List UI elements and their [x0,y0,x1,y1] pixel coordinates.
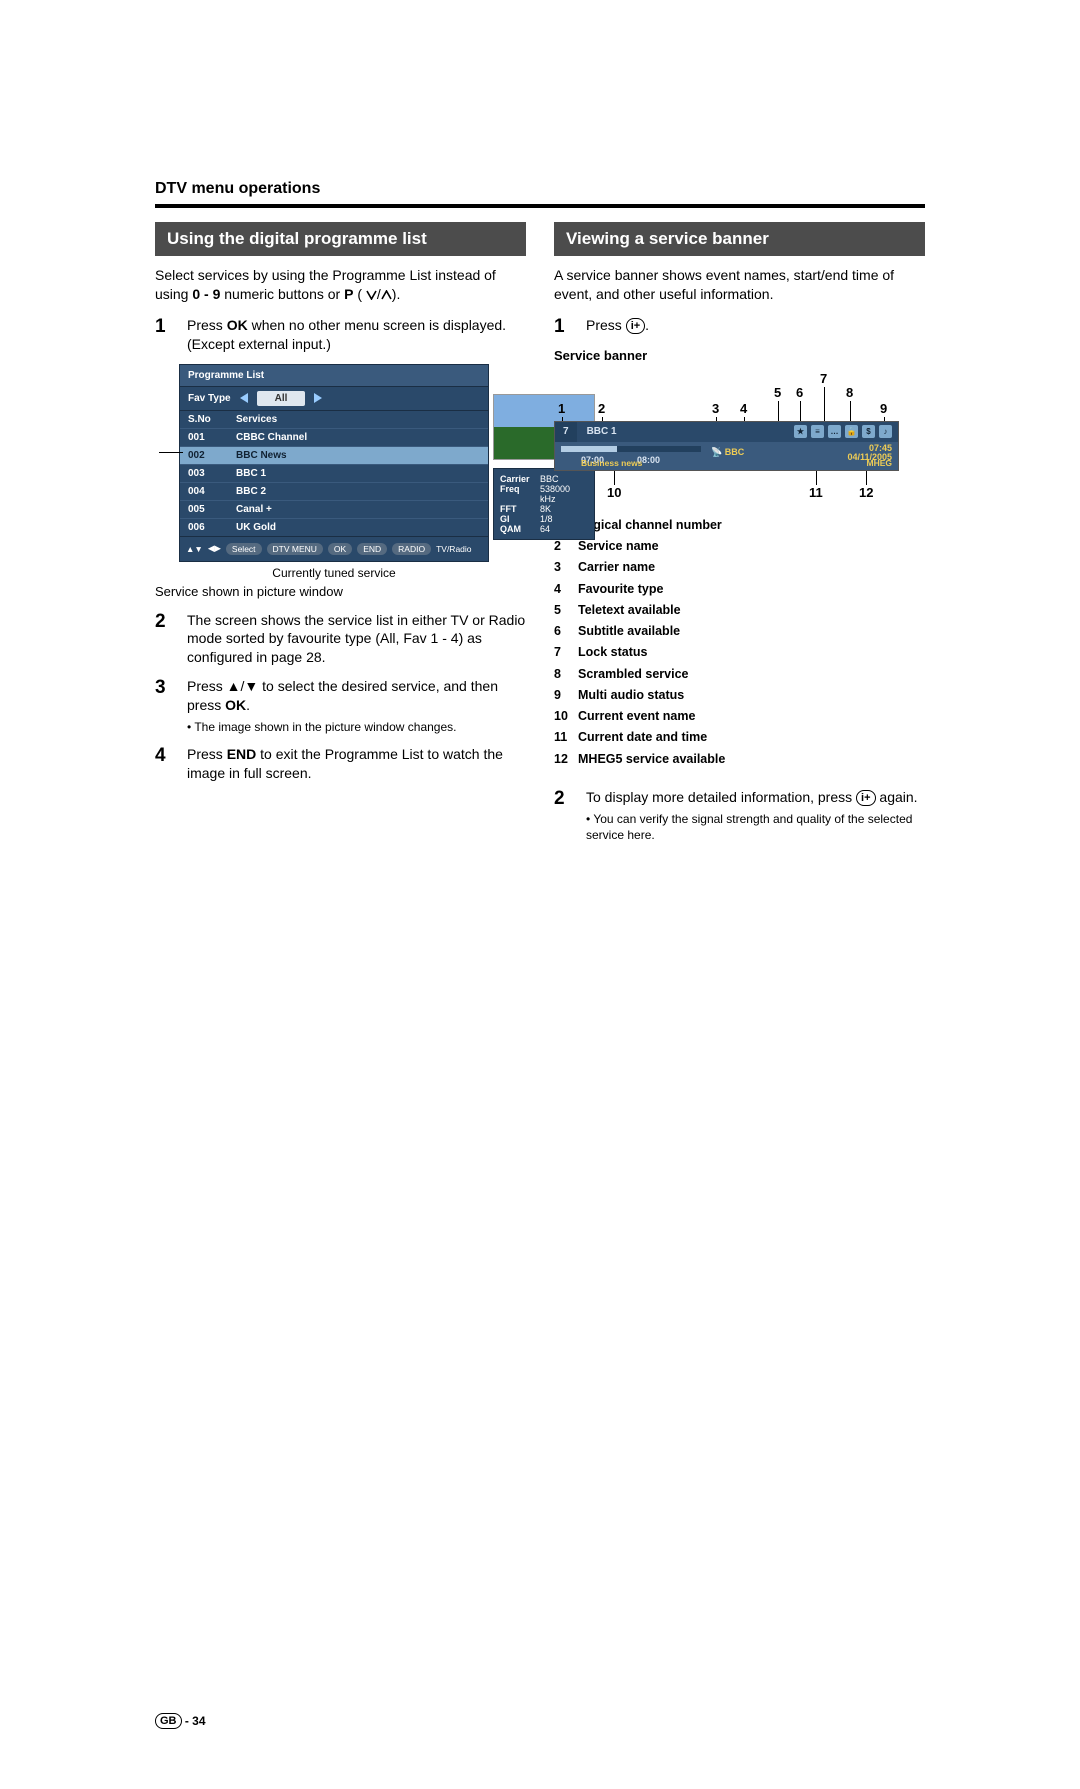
step-2-text: The screen shows the service list in eit… [187,611,526,668]
step-1-text: Press OK when no other menu screen is di… [187,316,526,354]
service-banner-figure: 123456789 7 BBC 1 ★ ≡ … 🔒 $ ♪ [554,371,899,501]
col-sno: S.No [188,414,236,425]
fav-type-label: Fav Type [188,393,231,404]
control-hint: ◀▶ [208,543,221,554]
col-services: Services [236,414,277,425]
info-button-icon: i+ [626,318,645,334]
banner-legend: 1Logical channel number2Service name3Car… [554,515,925,770]
banner-service-name: BBC 1 [577,426,788,437]
fav-icon: ★ [794,425,807,438]
step-number: 3 [155,677,173,735]
section-title-right: Viewing a service banner [554,222,925,256]
callout-number: 3 [712,401,719,416]
table-row: 002BBC News [180,446,488,464]
lock-icon: 🔒 [845,425,858,438]
callout-number: 6 [796,385,803,400]
step-number: 1 [554,316,572,338]
callout-number: 2 [598,401,605,416]
table-row: 001CBBC Channel [180,428,488,446]
step-3-bullet: • The image shown in the picture window … [187,719,526,735]
step-4-text: Press END to exit the Programme List to … [187,745,526,783]
section-header: DTV menu operations [155,180,925,198]
step-number: 4 [155,745,173,783]
step-3-text: Press ▲/▼ to select the desired service,… [187,677,526,735]
programme-list-figure: Programme List Fav Type All S.No Service… [179,364,526,562]
banner-carrier: 📡 BBC [711,447,744,458]
callout-number: 5 [774,385,781,400]
banner-event: Business news [581,458,642,468]
step-2r-bullet: • You can verify the signal strength and… [586,811,925,843]
step-number: 1 [155,316,173,354]
caption-tuned: Currently tuned service [179,566,489,580]
table-row: 005Canal + [180,500,488,518]
section-title-left: Using the digital programme list [155,222,526,256]
info-button-icon: i+ [856,790,875,806]
step-number: 2 [554,788,572,843]
teletext-icon: ≡ [811,425,824,438]
control-hint: TV/Radio [436,544,471,554]
control-hint: RADIO [392,543,431,555]
scrambled-icon: $ [862,425,875,438]
callout-number: 10 [607,485,621,500]
intro-right: A service banner shows event names, star… [554,266,925,304]
callout-number: 7 [820,371,827,386]
callout-number: 9 [880,401,887,416]
control-hint: DTV MENU [267,543,323,555]
step-1r-text: Press i+. [586,316,925,338]
table-row: 006UK Gold [180,518,488,536]
audio-icon: ♪ [879,425,892,438]
table-row: 004BBC 2 [180,482,488,500]
subtitle-icon: … [828,425,841,438]
callout-number: 8 [846,385,853,400]
callout-number: 12 [859,485,873,500]
callout-number: 11 [809,485,823,500]
control-hint: END [357,543,387,555]
callout-number: 1 [558,401,565,416]
page-footer: GB - 34 [155,1713,925,1729]
control-hint: Select [226,543,262,555]
programme-list-title: Programme List [180,365,488,386]
control-hint: ▲▼ [186,544,203,554]
service-banner-heading: Service banner [554,348,925,363]
callout-number: 4 [740,401,747,416]
step-number: 2 [155,611,173,668]
divider [155,204,925,208]
banner-channel-number: 7 [555,422,577,442]
step-2r-text: To display more detailed information, pr… [586,788,925,843]
intro-left: Select services by using the Programme L… [155,266,526,304]
fav-type-value: All [257,391,306,406]
control-hint: OK [328,543,352,555]
caption-picture: Service shown in picture window [155,584,526,599]
banner-mheg: MHEG [867,458,893,468]
table-row: 003BBC 1 [180,464,488,482]
